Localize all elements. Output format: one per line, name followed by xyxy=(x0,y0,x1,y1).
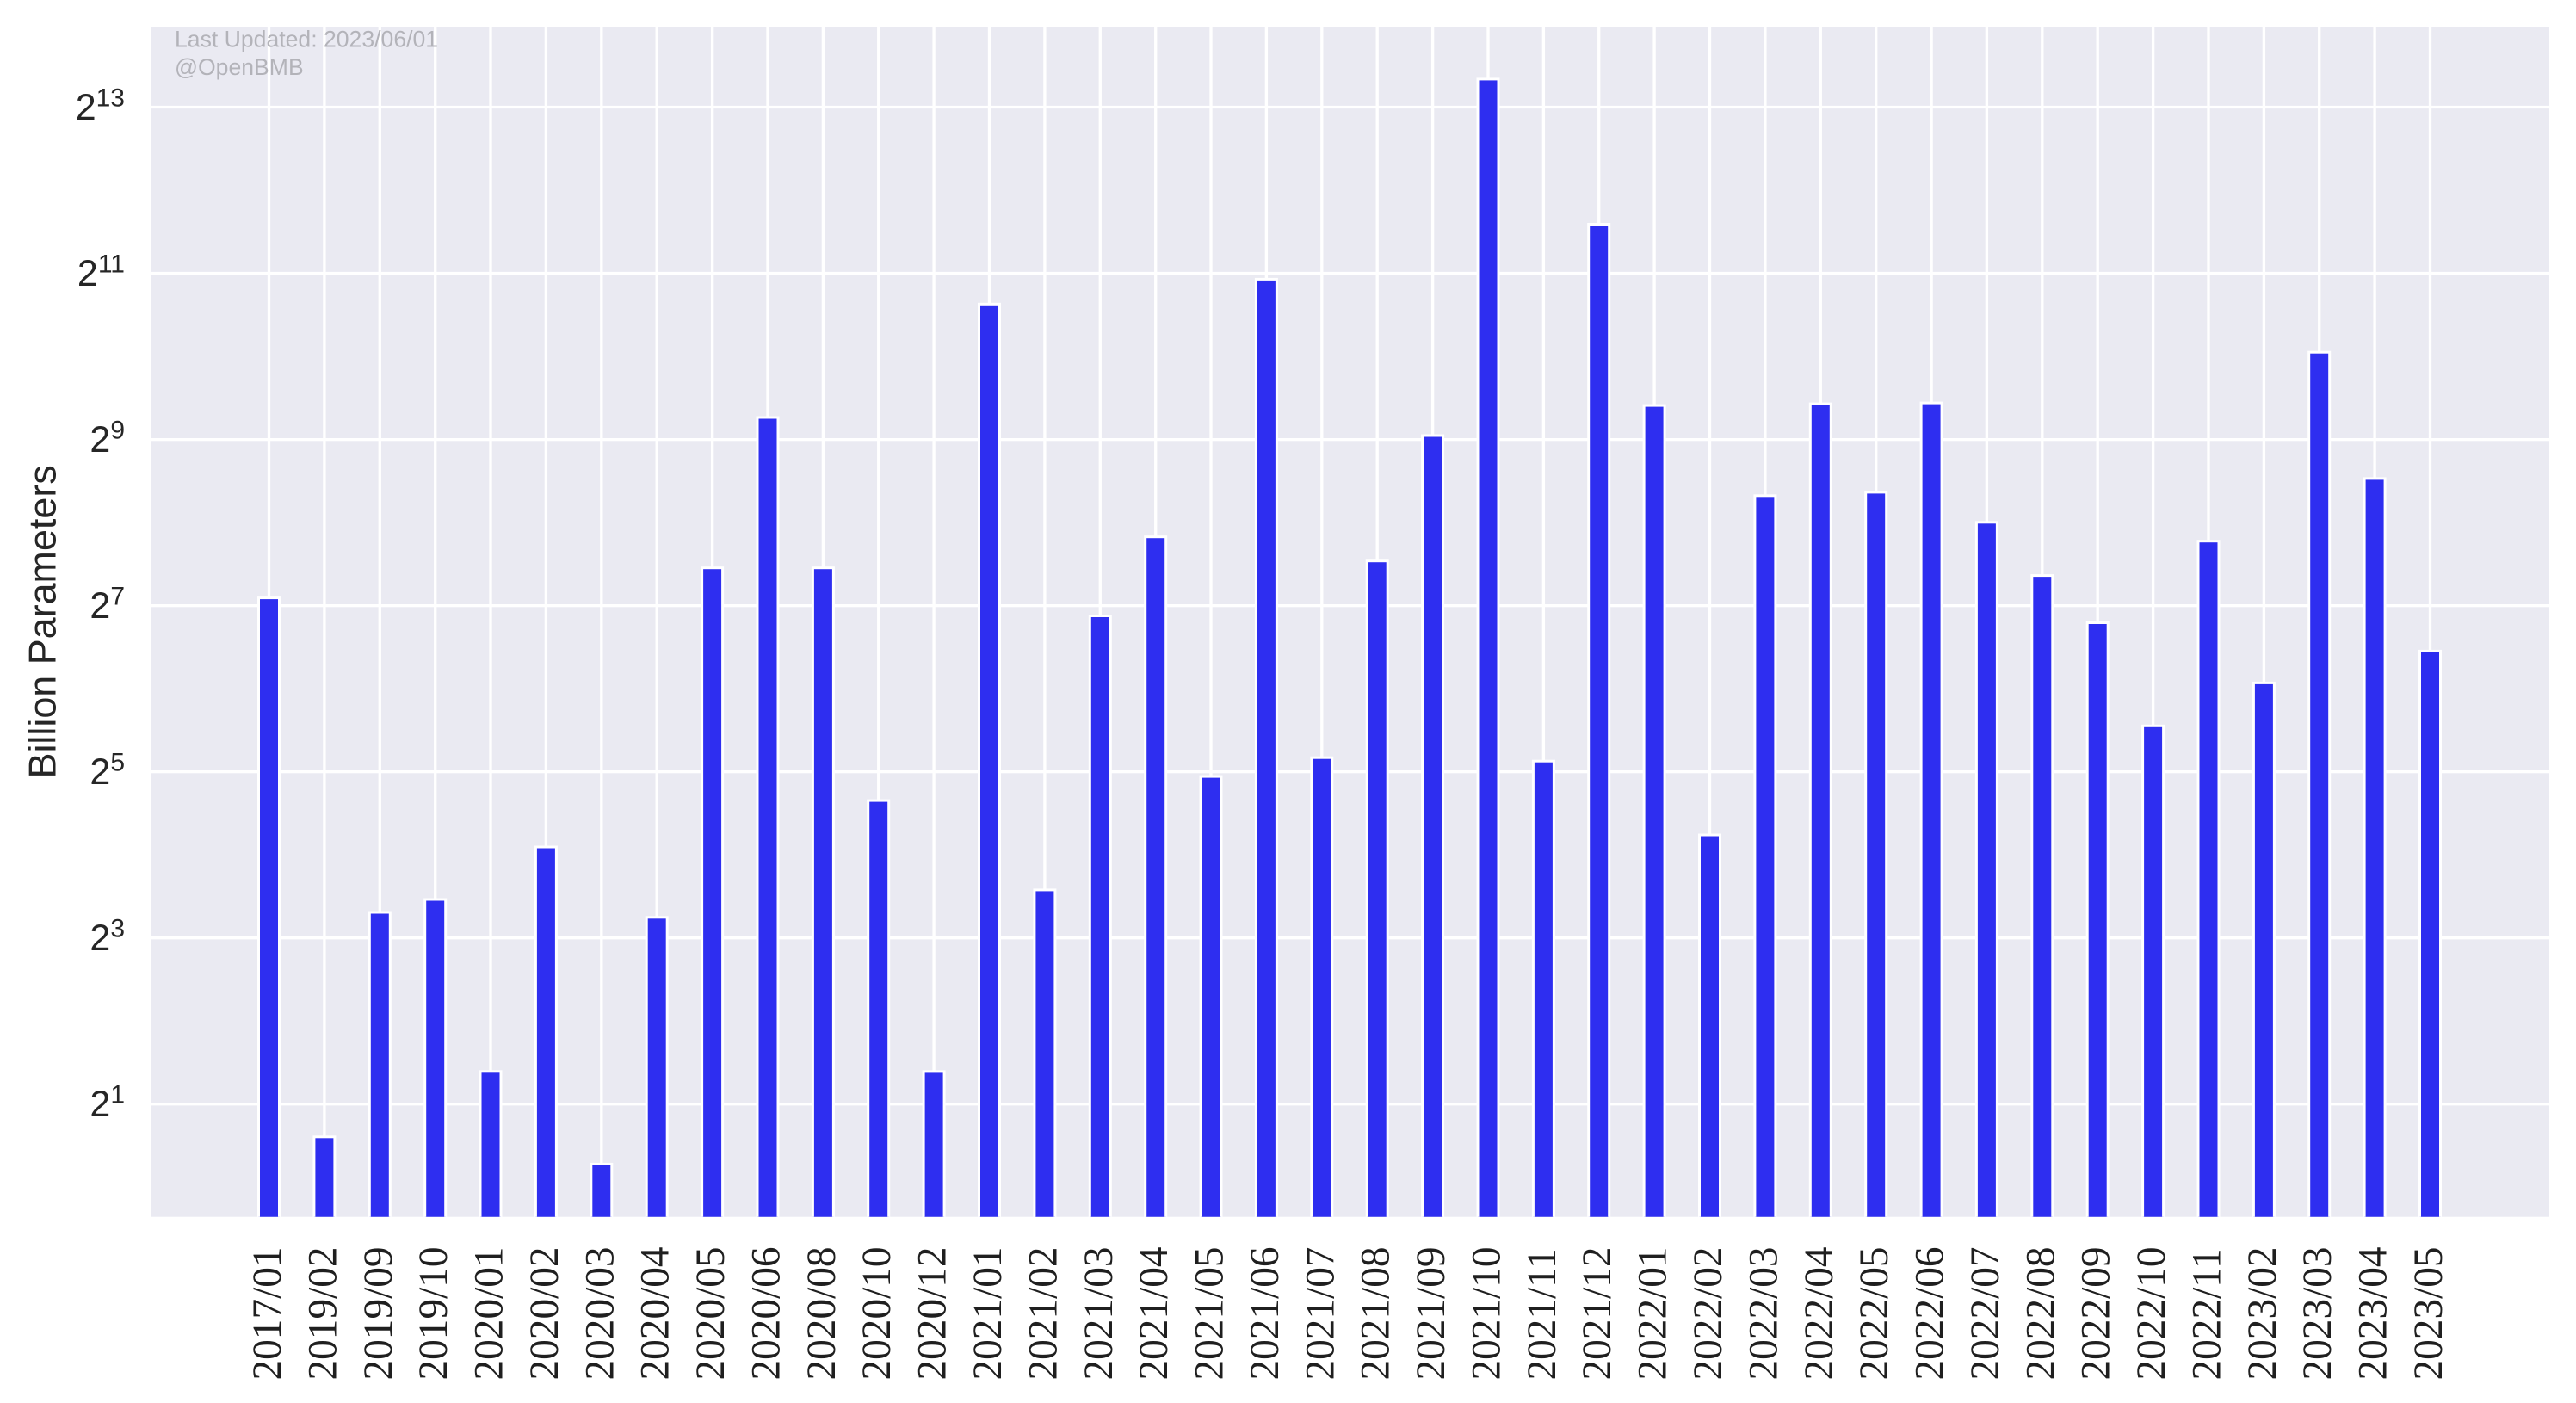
svg-text:2020/12: 2020/12 xyxy=(911,1246,955,1380)
svg-text:2020/03: 2020/03 xyxy=(578,1246,622,1380)
svg-text:2020/05: 2020/05 xyxy=(689,1246,733,1380)
svg-text:25: 25 xyxy=(90,749,125,794)
svg-text:2022/09: 2022/09 xyxy=(2074,1246,2119,1380)
svg-text:2019/09: 2019/09 xyxy=(356,1246,401,1380)
svg-text:2019/02: 2019/02 xyxy=(300,1246,345,1380)
svg-text:2020/08: 2020/08 xyxy=(800,1246,844,1380)
svg-text:2021/11: 2021/11 xyxy=(1520,1248,1565,1380)
svg-text:2022/08: 2022/08 xyxy=(2018,1246,2063,1380)
svg-text:2021/06: 2021/06 xyxy=(1243,1246,1288,1380)
svg-text:2020/04: 2020/04 xyxy=(633,1246,678,1380)
svg-text:2023/02: 2023/02 xyxy=(2240,1246,2285,1380)
svg-text:@OpenBMB: @OpenBMB xyxy=(175,54,304,80)
svg-text:2022/07: 2022/07 xyxy=(1963,1246,2008,1380)
svg-text:2021/02: 2021/02 xyxy=(1021,1246,1066,1380)
svg-text:2021/10: 2021/10 xyxy=(1465,1246,1510,1380)
svg-text:2020/01: 2020/01 xyxy=(467,1246,512,1380)
svg-text:2022/11: 2022/11 xyxy=(2185,1248,2230,1380)
svg-text:2022/04: 2022/04 xyxy=(1797,1246,1842,1380)
svg-text:2022/02: 2022/02 xyxy=(1686,1246,1731,1380)
svg-text:2021/05: 2021/05 xyxy=(1188,1246,1232,1380)
svg-text:2021/01: 2021/01 xyxy=(966,1246,1010,1380)
svg-text:2021/12: 2021/12 xyxy=(1575,1246,1620,1380)
svg-text:2017/01: 2017/01 xyxy=(245,1246,290,1380)
svg-text:2022/01: 2022/01 xyxy=(1631,1246,1676,1380)
svg-text:2021/04: 2021/04 xyxy=(1132,1246,1177,1380)
svg-text:2022/03: 2022/03 xyxy=(1741,1246,1786,1380)
svg-text:2023/04: 2023/04 xyxy=(2351,1246,2396,1380)
svg-text:2023/05: 2023/05 xyxy=(2406,1246,2451,1380)
svg-text:2023/03: 2023/03 xyxy=(2295,1246,2340,1380)
svg-text:2021/08: 2021/08 xyxy=(1354,1246,1399,1380)
svg-text:2022/06: 2022/06 xyxy=(1908,1246,1953,1380)
svg-text:2021/07: 2021/07 xyxy=(1298,1246,1343,1380)
svg-text:2021/09: 2021/09 xyxy=(1409,1246,1454,1380)
svg-text:Billion Parameters: Billion Parameters xyxy=(21,465,65,778)
svg-text:2022/05: 2022/05 xyxy=(1852,1246,1897,1380)
svg-text:2020/02: 2020/02 xyxy=(522,1246,567,1380)
svg-text:Last Updated: 2023/06/01: Last Updated: 2023/06/01 xyxy=(175,26,438,52)
svg-text:2020/06: 2020/06 xyxy=(744,1246,789,1380)
svg-text:2020/10: 2020/10 xyxy=(855,1246,899,1380)
svg-text:2019/10: 2019/10 xyxy=(411,1246,456,1380)
svg-text:211: 211 xyxy=(77,250,125,294)
svg-text:2022/10: 2022/10 xyxy=(2129,1246,2174,1380)
svg-text:2021/03: 2021/03 xyxy=(1077,1246,1121,1380)
